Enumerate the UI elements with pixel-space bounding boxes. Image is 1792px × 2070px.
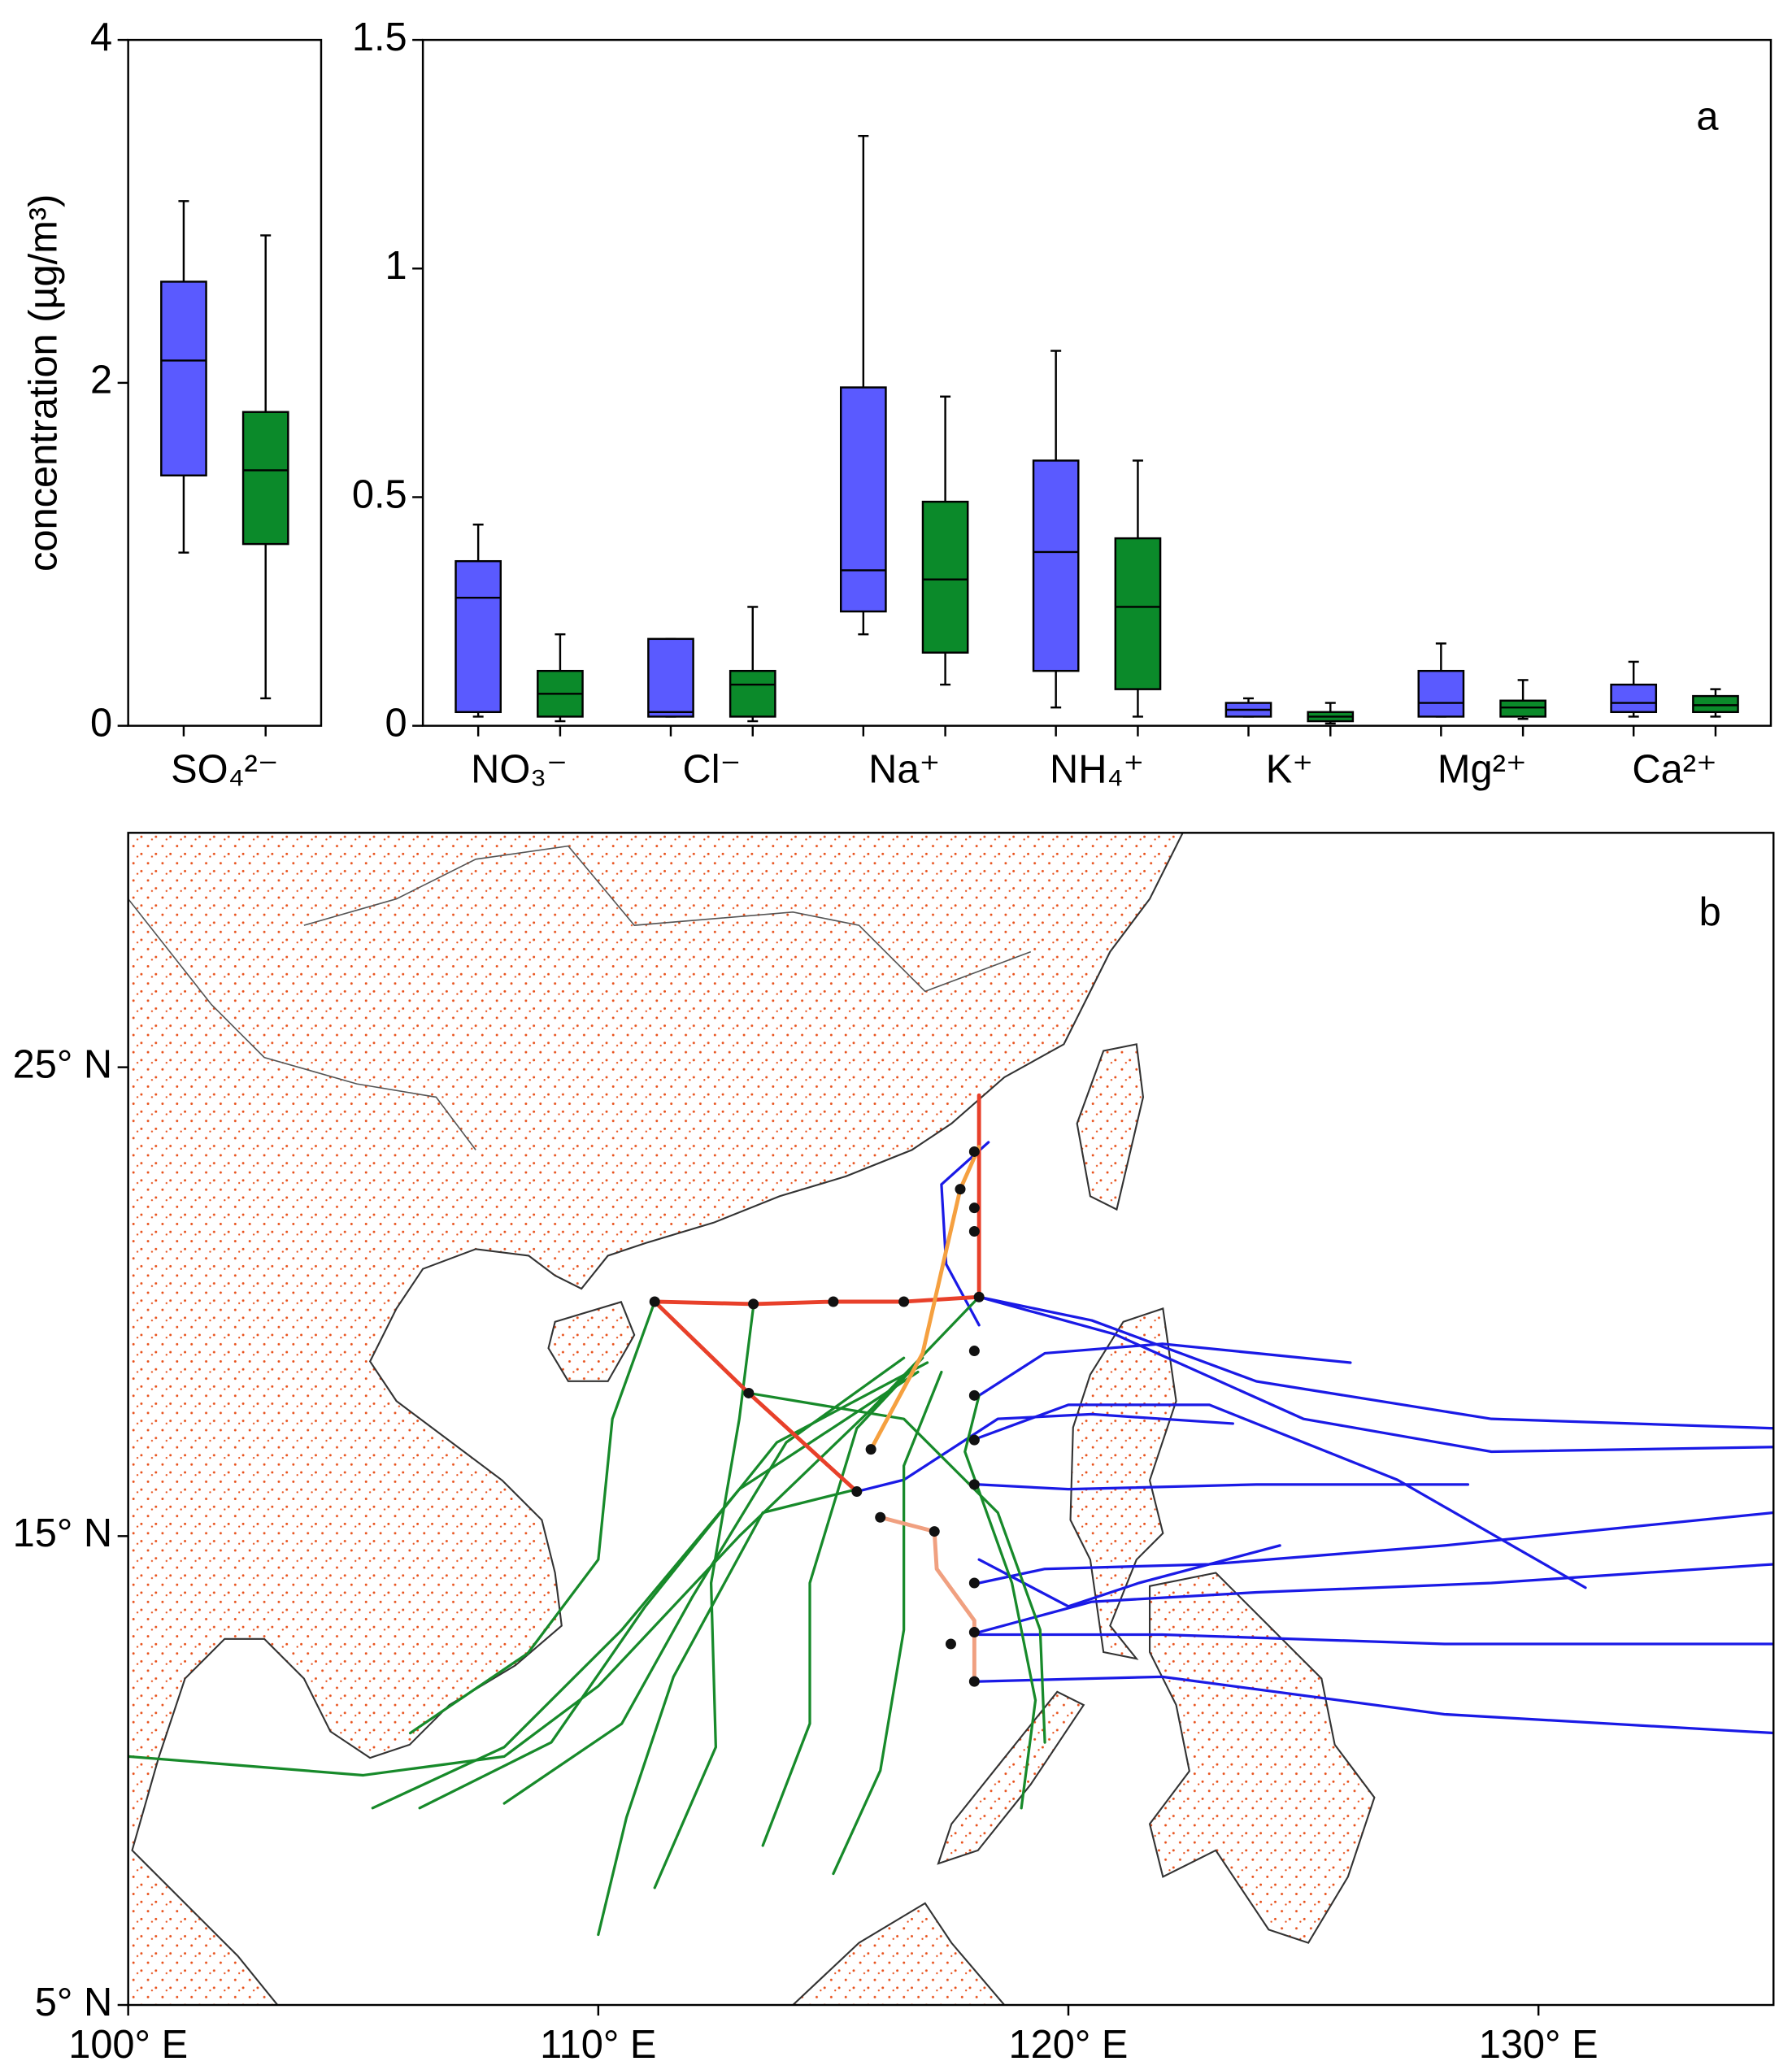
- station: [748, 1298, 759, 1310]
- x-tick-label: 110° E: [540, 2023, 656, 2067]
- box: [1032, 459, 1080, 672]
- box: [455, 559, 502, 714]
- map-frame: [127, 832, 1775, 2007]
- cruise-track: [868, 1145, 981, 1452]
- trajectory: [977, 1633, 1774, 1646]
- station: [865, 1444, 876, 1455]
- x-tick-label: Mg²⁺: [1438, 747, 1527, 791]
- box: [160, 280, 207, 476]
- trajectory: [977, 1403, 1587, 1589]
- y-tick-label: 4: [90, 15, 112, 59]
- y-tick-label: 0: [90, 702, 112, 746]
- trajectory: [977, 1295, 1774, 1454]
- y-tick-label: 1.5: [352, 15, 407, 59]
- trajectory: [371, 1370, 920, 1810]
- trajectory: [418, 1361, 929, 1810]
- trajectory: [977, 1295, 1774, 1430]
- station: [968, 1389, 980, 1401]
- x-tick-label: Ca²⁺: [1632, 747, 1716, 791]
- cruise-track: [878, 1515, 976, 1684]
- y-tick-label: 25° N: [13, 1043, 112, 1087]
- y-tick-label: 0.5: [352, 472, 407, 516]
- trajectory: [963, 1394, 1037, 1810]
- trajectory: [940, 1141, 990, 1327]
- station: [828, 1296, 839, 1307]
- station: [875, 1511, 886, 1523]
- x-tick-label: Cl⁻: [682, 747, 741, 791]
- x-tick-label: K⁺: [1266, 747, 1313, 791]
- trajectory: [977, 1342, 1352, 1397]
- box: [1499, 699, 1546, 718]
- station: [968, 1434, 980, 1446]
- border: [128, 898, 476, 1150]
- panel-label: a: [1696, 94, 1719, 138]
- x-tick-label: 120° E: [1009, 2023, 1129, 2067]
- y-tick-label: 2: [90, 359, 112, 402]
- box: [1692, 694, 1739, 714]
- borneo: [791, 1902, 1006, 2006]
- taiwan: [1076, 1043, 1145, 1211]
- station: [968, 1202, 980, 1214]
- station: [968, 1627, 980, 1638]
- station: [898, 1296, 910, 1307]
- trajectory: [977, 1563, 1774, 1634]
- x-tick-label: NH₄⁺: [1050, 747, 1144, 791]
- luzon: [1069, 1307, 1177, 1660]
- box: [647, 637, 694, 718]
- x-tick-label: 100° E: [68, 2023, 188, 2067]
- trajectory: [855, 1412, 1234, 1494]
- station: [968, 1676, 980, 1687]
- station: [973, 1291, 985, 1302]
- station: [968, 1225, 980, 1237]
- box: [1114, 537, 1162, 690]
- station: [851, 1486, 863, 1498]
- trajectory: [761, 1356, 924, 1847]
- station: [945, 1638, 956, 1650]
- y-tick-label: 0: [385, 702, 407, 746]
- southern-philippines: [1148, 1572, 1376, 1944]
- station: [929, 1526, 940, 1537]
- y-tick-label: 1: [385, 244, 407, 288]
- plot-frame: [421, 38, 1772, 727]
- trajectory: [747, 1391, 1046, 1744]
- map-layer: [128, 1093, 1774, 1937]
- plot-frame: [127, 38, 323, 727]
- land: [128, 833, 1376, 2006]
- y-tick-label: 5° N: [35, 1981, 112, 2024]
- x-tick-label: 130° E: [1479, 2023, 1598, 2067]
- station: [968, 1146, 980, 1157]
- trajectory: [597, 1488, 859, 1937]
- station: [968, 1479, 980, 1490]
- station: [968, 1577, 980, 1589]
- station: [968, 1346, 980, 1357]
- x-tick-label: SO₄²⁻: [171, 747, 278, 791]
- box: [241, 411, 289, 546]
- y-axis-label: concentration (µg/m³): [22, 194, 66, 572]
- box: [839, 386, 887, 613]
- station: [743, 1387, 755, 1398]
- station: [955, 1184, 966, 1195]
- x-tick-label: NO₃⁻: [471, 747, 568, 791]
- box: [1610, 683, 1658, 714]
- box: [1417, 669, 1465, 718]
- trajectory: [128, 1295, 981, 1777]
- trajectory: [502, 1356, 906, 1805]
- trajectory: [653, 1305, 755, 1890]
- station: [649, 1296, 660, 1307]
- panel-label: b: [1699, 890, 1721, 934]
- box: [921, 500, 969, 654]
- mainland: [128, 833, 1184, 2006]
- trajectory: [408, 1300, 656, 1735]
- hainan: [547, 1301, 636, 1382]
- trajectory: [977, 1483, 1470, 1491]
- trajectory: [977, 1675, 1774, 1735]
- border: [303, 845, 1032, 993]
- y-tick-label: 15° N: [13, 1511, 112, 1555]
- x-tick-label: Na⁺: [868, 747, 940, 791]
- palawan: [937, 1690, 1085, 1865]
- trajectory: [832, 1370, 943, 1876]
- box: [729, 669, 776, 718]
